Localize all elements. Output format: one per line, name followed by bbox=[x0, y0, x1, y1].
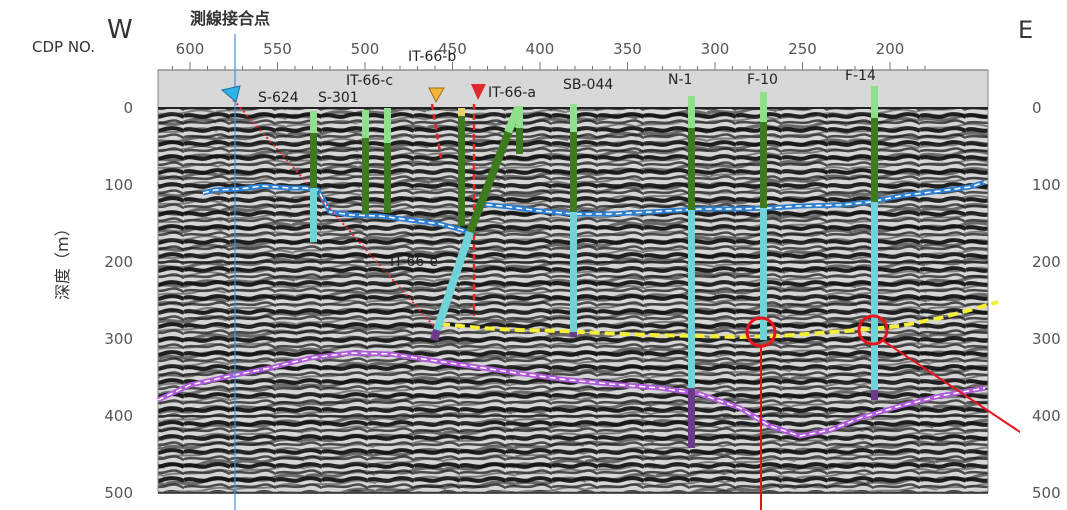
well-f10 bbox=[760, 92, 767, 340]
west-label: W bbox=[107, 15, 133, 45]
horizon-purple-dash bbox=[157, 352, 986, 437]
right-depth-tick-200: 200 bbox=[1032, 253, 1061, 271]
label-f14: F-14 bbox=[845, 68, 876, 84]
right-depth-tick-100: 100 bbox=[1032, 176, 1061, 194]
label-it66b: IT-66-b bbox=[408, 49, 456, 65]
well-f14 bbox=[871, 86, 878, 400]
label-s624: S-624 bbox=[258, 90, 299, 106]
right-depth-ticks: 0 100 200 300 400 500 bbox=[1032, 99, 1061, 502]
it66c-fault bbox=[430, 103, 443, 159]
right-margin bbox=[1020, 60, 1067, 510]
depth-tick-300: 300 bbox=[104, 330, 133, 348]
right-depth-tick-0: 0 bbox=[1032, 99, 1042, 117]
cdp-tick-400: 400 bbox=[526, 40, 555, 58]
well-s624 bbox=[310, 111, 317, 242]
depth-gridlines bbox=[158, 107, 988, 494]
it66c-marker bbox=[428, 87, 445, 104]
horizon-yellow bbox=[439, 300, 999, 340]
label-it66a: IT-66-a bbox=[488, 85, 536, 101]
cdp-axis-label: CDP NO. bbox=[32, 38, 95, 56]
label-it66e: IT-66-e bbox=[390, 254, 438, 270]
well-sb044 bbox=[570, 104, 577, 337]
depth-tick-labels: 0 100 200 300 400 500 bbox=[104, 99, 133, 502]
well-s301b bbox=[384, 108, 391, 213]
label-n1: N-1 bbox=[668, 72, 692, 88]
depth-tick-100: 100 bbox=[104, 176, 133, 194]
cdp-minor-ticks bbox=[172, 62, 926, 70]
highlight-circle-f14 bbox=[857, 314, 889, 346]
well-n1 bbox=[688, 96, 695, 448]
right-depth-tick-400: 400 bbox=[1032, 407, 1061, 425]
depth-tick-0: 0 bbox=[123, 99, 133, 117]
cdp-tick-600: 600 bbox=[176, 40, 205, 58]
label-it66c: IT-66-c bbox=[346, 73, 393, 89]
cdp-tick-450: 450 bbox=[438, 40, 467, 58]
depth-tick-500: 500 bbox=[104, 484, 133, 502]
well-it66a-stub bbox=[516, 106, 523, 154]
right-depth-tick-500: 500 bbox=[1032, 484, 1061, 502]
well-s301a bbox=[362, 110, 369, 214]
s624-marker bbox=[220, 85, 241, 103]
cdp-tick-350: 350 bbox=[613, 40, 642, 58]
it66b-marker bbox=[471, 84, 486, 100]
junction-label: 測線接合点 bbox=[190, 9, 270, 28]
east-label: E bbox=[1018, 16, 1033, 44]
label-f10: F-10 bbox=[747, 72, 778, 88]
cdp-tick-500: 500 bbox=[351, 40, 380, 58]
cdp-tick-200: 200 bbox=[876, 40, 905, 58]
cdp-tick-300: 300 bbox=[701, 40, 730, 58]
cdp-tick-250: 250 bbox=[788, 40, 817, 58]
depth-tick-400: 400 bbox=[104, 407, 133, 425]
cdp-tick-labels: 600 550 500 450 400 350 300 250 200 bbox=[176, 40, 905, 58]
depth-axis-label: 深度（m） bbox=[53, 220, 72, 300]
right-depth-tick-300: 300 bbox=[1032, 330, 1061, 348]
horizon-blue-dash bbox=[202, 181, 986, 234]
cdp-tick-550: 550 bbox=[263, 40, 292, 58]
label-sb044: SB-044 bbox=[563, 77, 613, 93]
depth-tick-200: 200 bbox=[104, 253, 133, 271]
well-it66a bbox=[458, 108, 465, 226]
surface-strip bbox=[158, 70, 988, 108]
label-s301: S-301 bbox=[318, 90, 359, 106]
